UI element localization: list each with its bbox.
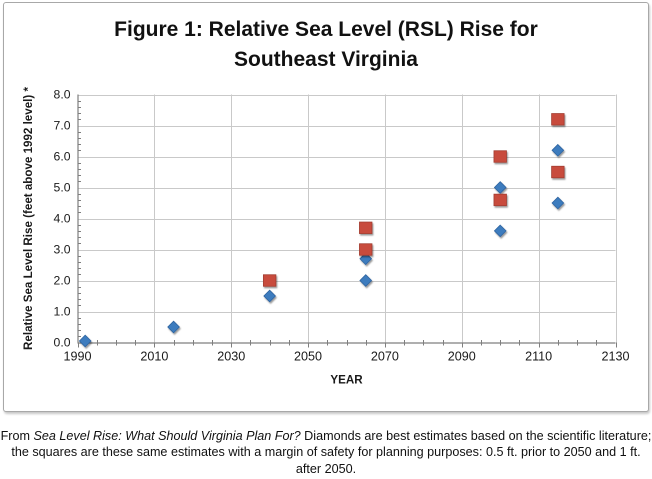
data-point-diamond-best-estimate: [263, 289, 277, 303]
axis-layer: [77, 94, 616, 344]
data-point-square-margin-of-safety: [493, 193, 507, 207]
y-axis-title: Relative Sea Level Rise (feet above 1992…: [22, 87, 35, 350]
data-point-square-margin-of-safety: [493, 150, 507, 163]
y-tick-label: 7.0: [54, 119, 71, 133]
y-tick-label: 6.0: [54, 150, 71, 164]
x-tick-label: 2130: [601, 350, 629, 364]
data-point-diamond-best-estimate: [551, 143, 565, 157]
y-tick-label: 4.0: [54, 212, 71, 226]
chart-title-line-1: Figure 1: Relative Sea Level (RSL) Rise …: [114, 18, 538, 41]
x-tick-label: 2070: [371, 350, 399, 364]
data-point-diamond-best-estimate: [359, 252, 373, 266]
y-tick-label: 3.0: [54, 243, 71, 257]
figure-caption: From Sea Level Rise: What Should Virgini…: [0, 428, 652, 477]
data-point-diamond-best-estimate: [167, 320, 180, 334]
grid-layer: [77, 94, 617, 343]
scatter-plot: 0.0 1.0 2.0 3.0 4.0 5.0 6.0 7.0 8.0 1990 2010 2030 2…: [22, 87, 630, 387]
caption-source-title: Sea Level Rise: What Should Virginia Pla…: [33, 429, 301, 443]
x-tick-label: 2050: [294, 350, 322, 364]
caption-prefix: From: [0, 429, 34, 443]
chart-title-line-2: Southeast Virginia: [234, 47, 418, 71]
y-tick-label: 8.0: [54, 88, 71, 102]
marker-layer: [78, 113, 565, 348]
data-point-square-margin-of-safety: [551, 113, 565, 126]
chart-frame: Figure 1: Relative Sea Level (RSL) Rise …: [3, 2, 649, 412]
y-tick-label: 2.0: [54, 274, 71, 288]
x-tick-label: 2090: [448, 350, 476, 364]
tick-layer: [77, 101, 617, 348]
caption-body: Diamonds are best estimates based on the…: [11, 429, 652, 476]
label-layer: 0.0 1.0 2.0 3.0 4.0 5.0 6.0 7.0 8.0 1990 2010 2030 2…: [22, 87, 630, 387]
data-point-diamond-best-estimate: [493, 181, 507, 194]
data-point-diamond-best-estimate: [78, 334, 92, 348]
x-tick-label: 1990: [63, 350, 91, 364]
data-point-square-margin-of-safety: [359, 243, 373, 256]
y-tick-label: 0.0: [54, 336, 71, 350]
chart-title: Figure 1: Relative Sea Level (RSL) Rise …: [4, 15, 648, 75]
x-axis-title: YEAR: [330, 374, 363, 387]
x-tick-label: 2110: [525, 350, 552, 364]
data-point-diamond-best-estimate: [493, 224, 507, 238]
data-point-diamond-best-estimate: [551, 196, 565, 210]
x-tick-label: 2010: [140, 350, 168, 364]
y-tick-label: 5.0: [54, 181, 71, 195]
data-point-diamond-best-estimate: [359, 274, 373, 287]
y-tick-label: 1.0: [54, 305, 71, 319]
data-point-square-margin-of-safety: [359, 221, 373, 234]
x-tick-label: 2030: [217, 350, 245, 364]
data-point-square-margin-of-safety: [262, 274, 277, 287]
data-point-square-margin-of-safety: [551, 165, 565, 179]
